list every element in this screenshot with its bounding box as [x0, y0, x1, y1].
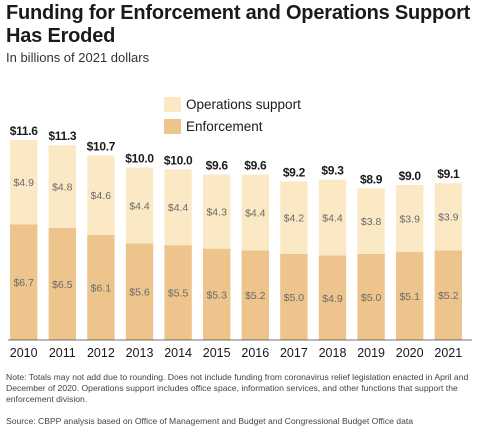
data-label-operations-2016: $4.4 — [245, 207, 266, 219]
data-label-enforcement-2010: $6.7 — [13, 277, 34, 289]
total-label-2013: $10.0 — [125, 152, 154, 166]
data-label-enforcement-2014: $5.5 — [168, 288, 189, 300]
x-tick-label-2017: 2017 — [280, 346, 308, 360]
bar-operations-2020 — [396, 184, 424, 253]
bar-enforcement-2010 — [10, 224, 38, 340]
data-label-enforcement-2018: $4.9 — [322, 293, 343, 305]
data-label-operations-2015: $4.3 — [206, 207, 227, 219]
total-label-2021: $9.1 — [437, 167, 460, 181]
data-label-enforcement-2013: $5.6 — [129, 287, 150, 299]
bar-operations-2013 — [125, 167, 154, 244]
total-label-2010: $11.6 — [10, 124, 38, 138]
x-tick-label-2013: 2013 — [126, 346, 154, 360]
total-label-2019: $8.9 — [360, 172, 383, 186]
bars-group: $6.7 $4.9 $11.6 2010 $6.5 $4.8 $11.3 2011 $6.1 $4… — [10, 124, 462, 360]
data-label-operations-2014: $4.4 — [168, 202, 189, 214]
bar-enforcement-2018 — [318, 255, 347, 340]
bar-enforcement-2017 — [280, 253, 308, 340]
x-tick-label-2016: 2016 — [241, 346, 269, 360]
bar-enforcement-2021 — [434, 250, 462, 340]
total-label-2018: $9.3 — [321, 164, 344, 178]
data-label-operations-2012: $4.6 — [91, 190, 112, 202]
x-tick-label-2020: 2020 — [396, 346, 424, 360]
bar-operations-2015 — [203, 174, 231, 249]
legend: Operations support Enforcement — [164, 97, 301, 134]
data-label-operations-2017: $4.2 — [284, 213, 305, 225]
bar-enforcement-2014 — [164, 245, 192, 340]
bar-enforcement-2019 — [357, 253, 385, 340]
data-label-enforcement-2019: $5.0 — [361, 292, 382, 304]
bar-enforcement-2016 — [241, 250, 269, 340]
total-label-2016: $9.6 — [244, 158, 267, 172]
bar-enforcement-2012 — [87, 234, 115, 340]
data-label-operations-2010: $4.9 — [13, 177, 34, 189]
total-label-2020: $9.0 — [399, 169, 422, 183]
bar-operations-2021 — [434, 183, 462, 251]
total-label-2012: $10.7 — [87, 140, 116, 154]
data-label-operations-2019: $3.8 — [361, 216, 382, 228]
total-label-2015: $9.6 — [206, 158, 229, 172]
bar-operations-2010 — [10, 140, 38, 225]
data-label-operations-2020: $3.9 — [399, 213, 420, 225]
total-label-2011: $11.3 — [48, 129, 76, 143]
bar-operations-2018 — [318, 179, 347, 256]
data-label-operations-2011: $4.8 — [52, 182, 73, 194]
total-label-2017: $9.2 — [283, 165, 306, 179]
bar-enforcement-2020 — [396, 252, 424, 340]
data-label-operations-2021: $3.9 — [438, 212, 459, 224]
x-tick-label-2011: 2011 — [49, 346, 76, 360]
data-label-enforcement-2015: $5.3 — [206, 289, 227, 301]
data-label-operations-2013: $4.4 — [129, 201, 150, 213]
bar-operations-2016 — [241, 174, 269, 251]
chart-note: Note: Totals may not add due to rounding… — [6, 372, 469, 404]
x-tick-label-2010: 2010 — [10, 346, 38, 360]
data-label-enforcement-2012: $6.1 — [91, 282, 112, 294]
x-tick-label-2018: 2018 — [319, 346, 347, 360]
chart-source: Source: CBPP analysis based on Office of… — [6, 416, 414, 426]
data-label-enforcement-2016: $5.2 — [245, 290, 266, 302]
bar-enforcement-2011 — [48, 227, 76, 340]
chart-title: Funding for Enforcement and Operations S… — [6, 2, 471, 47]
data-label-enforcement-2017: $5.0 — [284, 292, 305, 304]
x-tick-label-2014: 2014 — [164, 346, 192, 360]
bar-operations-2012 — [87, 155, 115, 235]
legend-label-enforcement: Enforcement — [186, 119, 263, 134]
bar-operations-2019 — [357, 188, 385, 254]
legend-swatch-operations — [164, 97, 181, 112]
chart-subtitle: In billions of 2021 dollars — [6, 50, 150, 65]
bar-operations-2011 — [48, 145, 76, 228]
data-label-enforcement-2021: $5.2 — [438, 290, 459, 302]
bar-operations-2017 — [280, 181, 308, 254]
x-tick-label-2012: 2012 — [87, 346, 115, 360]
total-label-2014: $10.0 — [164, 153, 193, 167]
x-tick-label-2019: 2019 — [357, 346, 385, 360]
x-tick-label-2021: 2021 — [434, 346, 462, 360]
bar-enforcement-2013 — [125, 243, 154, 340]
x-tick-label-2015: 2015 — [203, 346, 231, 360]
data-label-enforcement-2020: $5.1 — [399, 291, 420, 303]
legend-swatch-enforcement — [164, 119, 181, 134]
bar-enforcement-2015 — [203, 248, 231, 340]
data-label-operations-2018: $4.4 — [322, 213, 343, 225]
legend-label-operations: Operations support — [186, 97, 301, 112]
data-label-enforcement-2011: $6.5 — [52, 279, 73, 291]
bar-operations-2014 — [164, 169, 192, 246]
